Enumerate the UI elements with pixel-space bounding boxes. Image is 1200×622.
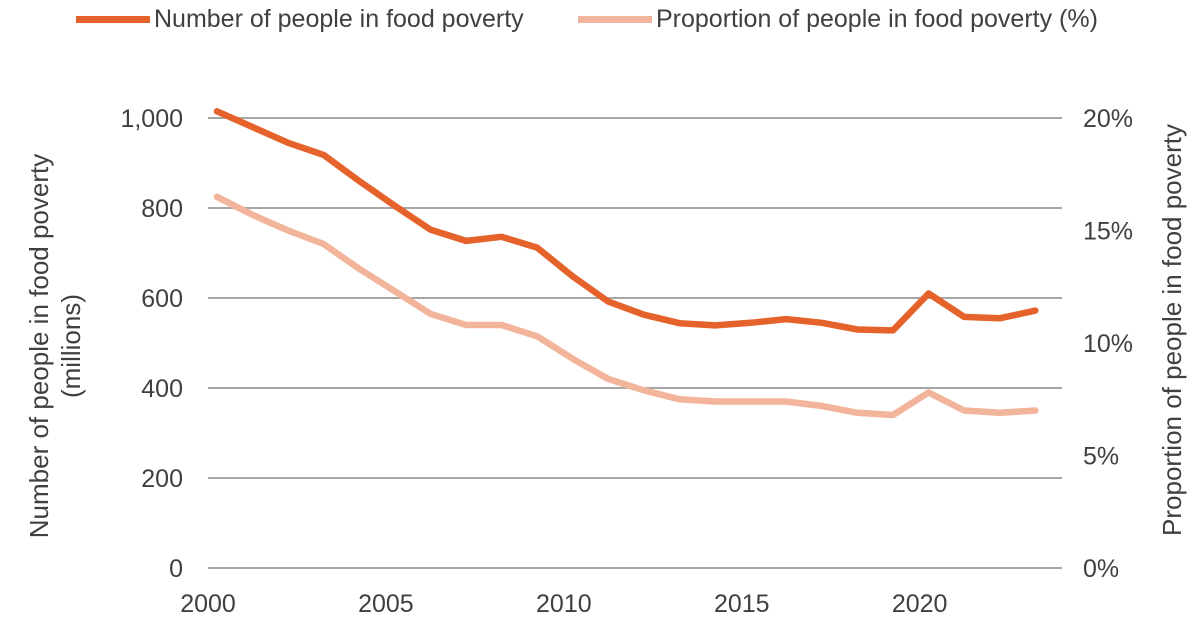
- legend-swatch-number: [76, 15, 150, 23]
- legend: Number of people in food poverty Proport…: [0, 2, 1200, 36]
- y2-tick-label: 0%: [1083, 555, 1119, 583]
- y2-tick-label: 10%: [1083, 330, 1133, 358]
- legend-item-proportion: Proportion of people in food poverty (%): [578, 2, 1098, 36]
- legend-swatch-proportion: [578, 15, 652, 23]
- y-tick-label: 0: [169, 555, 183, 583]
- y-tick-label: 800: [141, 195, 183, 223]
- legend-item-number: Number of people in food poverty: [76, 2, 524, 36]
- y2-tick-label: 5%: [1083, 443, 1119, 471]
- x-tick-label: 2005: [358, 590, 414, 618]
- x-tick-label: 2015: [714, 590, 770, 618]
- series-line-proportion: [213, 193, 1039, 419]
- y-tick-label: 1,000: [120, 105, 183, 133]
- y-tick-label: 400: [141, 375, 183, 403]
- y-tick-label: 600: [141, 285, 183, 313]
- legend-label-number: Number of people in food poverty: [154, 4, 524, 33]
- x-tick-label: 2020: [892, 590, 948, 618]
- x-tick-label: 2010: [536, 590, 592, 618]
- y2-tick-label: 15%: [1083, 218, 1133, 246]
- y-tick-label: 200: [141, 465, 183, 493]
- series-line-number: [213, 108, 1039, 334]
- y2-tick-label: 20%: [1083, 105, 1133, 133]
- x-tick-label: 2000: [180, 590, 236, 618]
- legend-label-proportion: Proportion of people in food poverty (%): [656, 4, 1098, 33]
